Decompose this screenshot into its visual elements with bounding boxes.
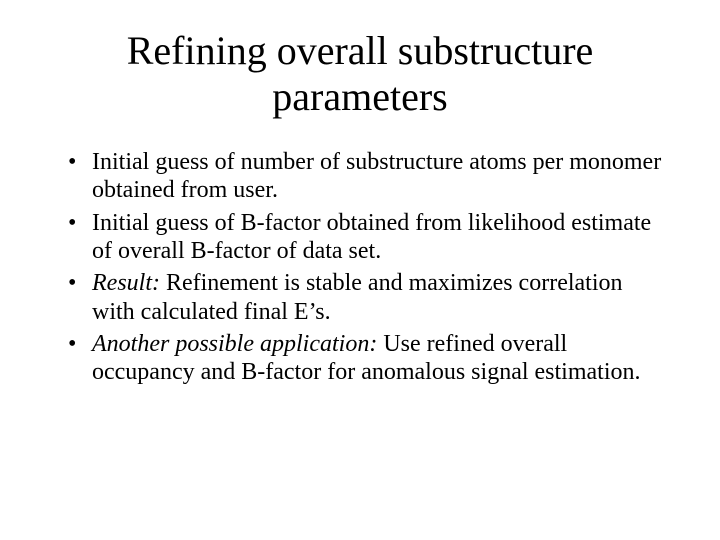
bullet-prefix: Result: — [92, 270, 160, 296]
list-item: Initial guess of number of substructure … — [68, 148, 670, 205]
bullet-text: Initial guess of B-factor obtained from … — [92, 210, 651, 264]
bullet-text: Refinement is stable and maximizes corre… — [92, 270, 623, 324]
bullet-list: Initial guess of number of substructure … — [68, 148, 670, 387]
list-item: Another possible application: Use refine… — [68, 330, 670, 387]
bullet-text: Initial guess of number of substructure … — [92, 149, 661, 203]
list-item: Initial guess of B-factor obtained from … — [68, 209, 670, 266]
slide-container: Refining overall substructure parameters… — [0, 0, 720, 540]
slide-title: Refining overall substructure parameters — [80, 28, 640, 120]
list-item: Result: Refinement is stable and maximiz… — [68, 269, 670, 326]
bullet-prefix: Another possible application: — [92, 331, 377, 357]
